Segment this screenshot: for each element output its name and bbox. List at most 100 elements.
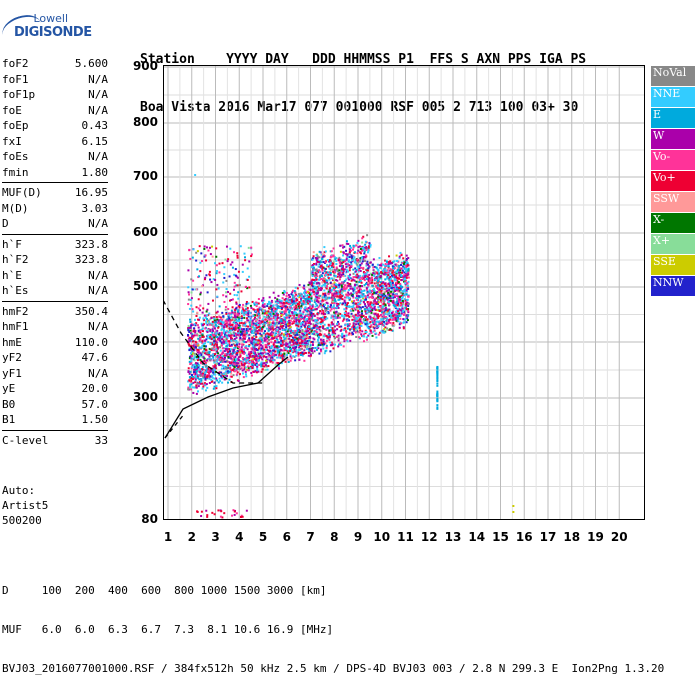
auto-label: Auto:	[2, 483, 48, 498]
param-value: 1.80	[82, 165, 109, 181]
y-tick-label: 900	[133, 59, 158, 73]
param-value: N/A	[88, 149, 108, 165]
x-tick-label: 6	[283, 530, 291, 544]
legend-item: NoVal	[651, 66, 695, 87]
param-row: h`F 323.8	[2, 237, 108, 253]
x-tick-label: 18	[563, 530, 580, 544]
x-tick-label: 12	[421, 530, 438, 544]
param-row: hmE 110.0	[2, 335, 108, 351]
param-value: 5.600	[75, 56, 108, 72]
param-name: B0	[2, 397, 15, 413]
param-value: 20.0	[82, 381, 109, 397]
param-separator	[2, 430, 108, 431]
param-row: foEs N/A	[2, 149, 108, 165]
x-tick-label: 9	[354, 530, 362, 544]
param-row: foF1 N/A	[2, 72, 108, 88]
logo-line2: DIGISONDE	[14, 25, 92, 40]
param-row: h`F2 323.8	[2, 252, 108, 268]
param-name: fmin	[2, 165, 29, 181]
legend-item: NNW	[651, 276, 695, 297]
param-name: C-level	[2, 433, 48, 449]
param-name: yE	[2, 381, 15, 397]
param-name: foF2	[2, 56, 29, 72]
x-tick-label: 10	[373, 530, 390, 544]
param-row: foF1p N/A	[2, 87, 108, 103]
param-value: N/A	[88, 283, 108, 299]
ionogram-plot	[163, 65, 645, 520]
param-value: 57.0	[82, 397, 109, 413]
param-value: 3.03	[82, 201, 109, 217]
y-tick-label: 600	[133, 225, 158, 239]
param-value: N/A	[88, 103, 108, 119]
param-row: foEp 0.43	[2, 118, 108, 134]
param-name: hmF1	[2, 319, 29, 335]
digisonde-logo: Lowell DIGISONDE	[2, 8, 98, 48]
param-value: 110.0	[75, 335, 108, 351]
param-value: N/A	[88, 268, 108, 284]
footer-muf: MUF 6.0 6.0 6.3 6.7 7.3 8.1 10.6 16.9 [M…	[2, 623, 664, 636]
footer-distance: D 100 200 400 600 800 1000 1500 3000 [km…	[2, 584, 664, 597]
param-value: N/A	[88, 72, 108, 88]
x-tick-label: 3	[211, 530, 219, 544]
y-tick-label: 400	[133, 334, 158, 348]
legend-item: X-	[651, 213, 695, 234]
param-name: foEs	[2, 149, 29, 165]
param-name: foF1	[2, 72, 29, 88]
x-tick-label: 4	[235, 530, 243, 544]
autoscaling-info: Auto: Artist5 500200	[2, 483, 48, 528]
param-name: foF1p	[2, 87, 35, 103]
param-name: M(D)	[2, 201, 29, 217]
x-tick-label: 8	[330, 530, 338, 544]
legend-item: Vo+	[651, 171, 695, 192]
y-tick-label: 200	[133, 445, 158, 459]
y-tick-label: 300	[133, 390, 158, 404]
param-row: fmin 1.80	[2, 165, 108, 181]
param-name: h`F	[2, 237, 22, 253]
x-tick-label: 5	[259, 530, 267, 544]
param-separator	[2, 301, 108, 302]
param-name: h`F2	[2, 252, 29, 268]
y-tick-label: 800	[133, 115, 158, 129]
legend-item: NNE	[651, 87, 695, 108]
x-tick-label: 14	[468, 530, 485, 544]
param-value: 47.6	[82, 350, 109, 366]
param-name: foEp	[2, 118, 29, 134]
y-tick-label: 80	[141, 512, 158, 526]
param-row: foF2 5.600	[2, 56, 108, 72]
param-row: yF2 47.6	[2, 350, 108, 366]
param-row: M(D) 3.03	[2, 201, 108, 217]
x-tick-label: 7	[306, 530, 314, 544]
param-name: h`E	[2, 268, 22, 284]
param-row: h`Es N/A	[2, 283, 108, 299]
param-value: 350.4	[75, 304, 108, 320]
x-tick-label: 13	[445, 530, 462, 544]
param-name: D	[2, 216, 9, 232]
param-value: N/A	[88, 87, 108, 103]
legend-item: W	[651, 129, 695, 150]
param-value: 323.8	[75, 237, 108, 253]
x-tick-label: 1	[164, 530, 172, 544]
param-value: 33	[95, 433, 108, 449]
param-name: B1	[2, 412, 15, 428]
param-row: hmF1 N/A	[2, 319, 108, 335]
param-name: hmE	[2, 335, 22, 351]
x-tick-label: 2	[188, 530, 196, 544]
param-name: fxI	[2, 134, 22, 150]
param-row: yE 20.0	[2, 381, 108, 397]
param-name: h`Es	[2, 283, 29, 299]
y-tick-label: 700	[133, 169, 158, 183]
param-value: N/A	[88, 366, 108, 382]
param-name: foE	[2, 103, 22, 119]
param-value: 0.43	[82, 118, 109, 134]
auto-program: Artist5	[2, 498, 48, 513]
param-value: 323.8	[75, 252, 108, 268]
param-value: N/A	[88, 319, 108, 335]
x-tick-label: 15	[492, 530, 509, 544]
param-name: MUF(D)	[2, 185, 42, 201]
x-tick-label: 16	[516, 530, 533, 544]
param-name: yF2	[2, 350, 22, 366]
